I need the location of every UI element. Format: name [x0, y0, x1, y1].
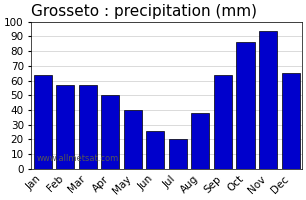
- Bar: [146, 131, 164, 169]
- Bar: [214, 75, 232, 169]
- Bar: [101, 95, 119, 169]
- Bar: [169, 139, 187, 169]
- Bar: [192, 113, 209, 169]
- Bar: [79, 85, 97, 169]
- Bar: [282, 73, 300, 169]
- Bar: [34, 75, 52, 169]
- Bar: [56, 85, 74, 169]
- Text: www.allmetsat.com: www.allmetsat.com: [37, 154, 119, 163]
- Text: Grosseto : precipitation (mm): Grosseto : precipitation (mm): [32, 4, 257, 19]
- Bar: [124, 110, 142, 169]
- Bar: [259, 31, 277, 169]
- Bar: [237, 42, 255, 169]
